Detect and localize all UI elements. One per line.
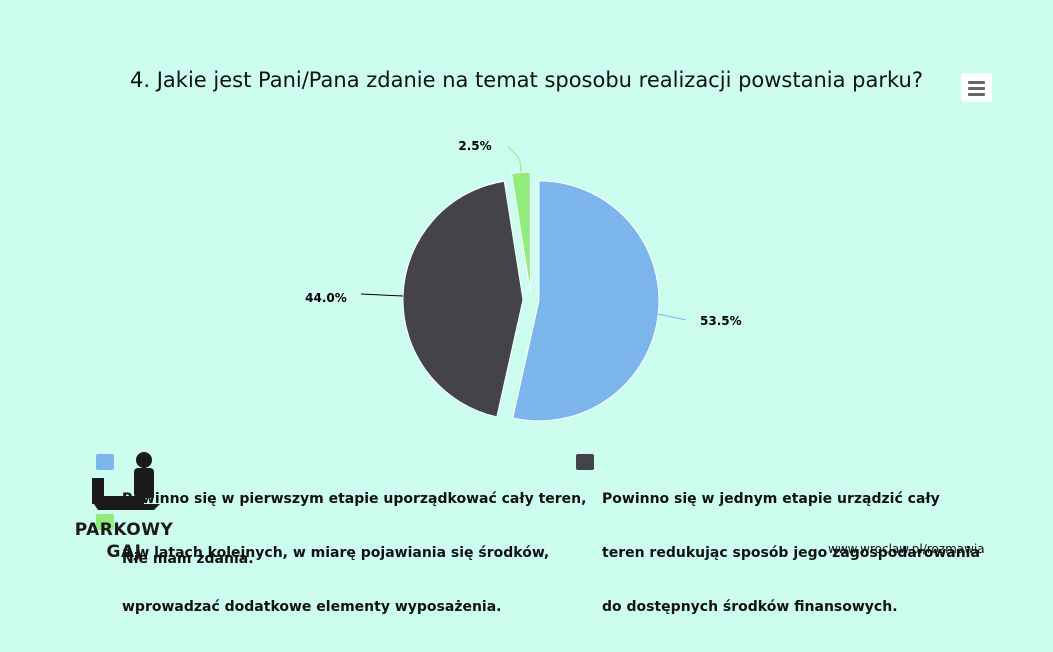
logo-text-line1: PARKOWY [74, 520, 174, 540]
legend-swatch [96, 514, 114, 530]
chart-menu-button[interactable] [961, 73, 992, 102]
legend-swatch [576, 454, 594, 470]
data-label: 53.5% [700, 314, 742, 328]
legend-text: Powinno się w pierwszym etapie uporządko… [122, 491, 587, 615]
pie-chart: 53.5% 44.0% 2.5% [305, 139, 742, 422]
legend-item-no-opinion[interactable]: Nie mam zdania. [96, 514, 296, 567]
source-credit: www.wroclaw.pl/rozmawia [828, 542, 985, 556]
data-label: 44.0% [305, 291, 347, 305]
label-connector [360, 293, 404, 297]
label-connector [658, 313, 687, 321]
legend-item-phased[interactable]: Powinno się w pierwszym etapie uporządko… [96, 454, 586, 615]
legend-text: Nie mam zdania. [122, 551, 254, 567]
legend-swatch [96, 454, 114, 470]
bench-figure-icon [92, 452, 160, 510]
legend-text: Powinno się w jednym etapie urządzić cał… [602, 491, 980, 615]
hamburger-menu-icon [968, 81, 985, 84]
parkowy-gaj-logo: PARKOWY GAJ [74, 448, 174, 566]
legend-item-single-stage[interactable]: Powinno się w jednym etapie urządzić cał… [576, 454, 980, 615]
pie-slice[interactable] [511, 171, 531, 293]
pie-slice[interactable] [402, 180, 524, 418]
logo-text-line2: GAJ [106, 542, 142, 562]
data-label: 2.5% [458, 139, 491, 153]
chart-title: 4. Jakie jest Pani/Pana zdanie na temat … [130, 68, 923, 92]
label-connector [507, 145, 522, 173]
pie-slice[interactable] [512, 180, 660, 422]
